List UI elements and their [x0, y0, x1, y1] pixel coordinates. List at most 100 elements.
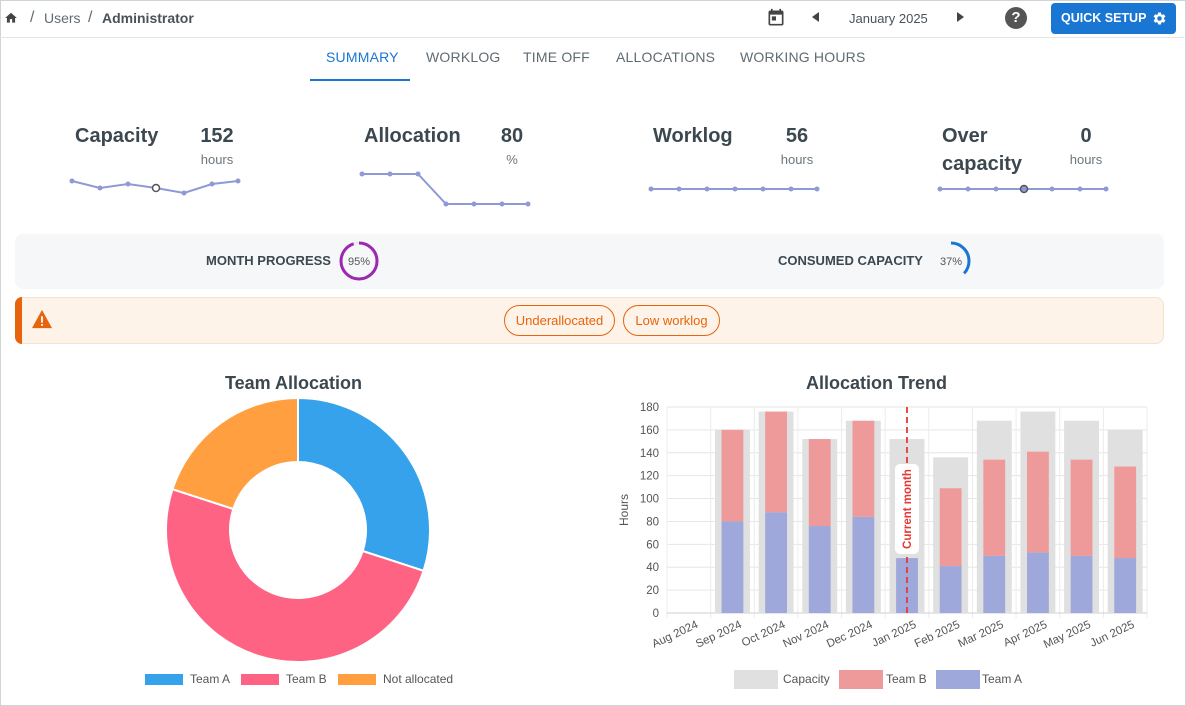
- previous-month-button[interactable]: [812, 12, 819, 22]
- capacity-sparkline: [69, 178, 241, 196]
- legend-swatch: [734, 670, 778, 689]
- bar-team-a: [721, 521, 744, 613]
- month-progress-value: 95%: [348, 256, 370, 268]
- bar-team-a: [1027, 552, 1049, 613]
- bar-team-a: [896, 558, 918, 613]
- allocation-value: 80: [500, 125, 524, 147]
- allocation-label: Allocation: [364, 125, 461, 147]
- capacity-value: 152: [200, 125, 234, 147]
- legend-label: Team A: [190, 672, 231, 686]
- tab-working-hours[interactable]: WORKING HOURS: [740, 49, 866, 65]
- consumed-capacity-label: CONSUMED CAPACITY: [778, 253, 923, 268]
- y-tick-label: 100: [640, 494, 659, 506]
- x-tick-label: Jan 2025: [870, 619, 918, 650]
- tab-summary[interactable]: SUMMARY: [326, 49, 399, 65]
- legend-label: Not allocated: [383, 672, 454, 686]
- bar-team-b: [852, 420, 875, 517]
- breadcrumb-current: Administrator: [102, 10, 194, 26]
- bar-team-b: [1114, 466, 1137, 559]
- y-tick-label: 80: [646, 516, 659, 528]
- bar-team-b: [721, 429, 744, 522]
- legend-label: Team A: [982, 672, 1023, 686]
- x-tick-label: Nov 2024: [781, 619, 831, 651]
- allocation-trend-title: Allocation Trend: [806, 373, 948, 393]
- bar-team-a: [765, 512, 787, 613]
- calendar-icon[interactable]: [766, 8, 786, 28]
- warning-panel: [15, 297, 1164, 344]
- tab-allocations[interactable]: ALLOCATIONS: [616, 49, 716, 65]
- consumed-capacity-value: 37%: [940, 256, 962, 268]
- x-tick-label: Feb 2025: [913, 619, 962, 650]
- y-tick-label: 160: [640, 425, 659, 437]
- y-tick-label: 180: [640, 402, 659, 414]
- donut-slice-team-b: [165, 487, 425, 663]
- bar-team-b: [1027, 451, 1049, 553]
- bar-team-a: [808, 526, 831, 613]
- bar-team-b: [939, 488, 962, 567]
- bar-team-a: [939, 566, 962, 613]
- allocation-sparkline: [359, 171, 531, 207]
- y-tick-label: 20: [646, 585, 659, 597]
- y-tick-label: 140: [640, 448, 659, 460]
- breadcrumb-separator: /: [30, 9, 35, 26]
- bar-team-a: [852, 516, 875, 613]
- active-tab-indicator: [310, 79, 410, 81]
- month-progress-ring: 95%: [339, 241, 379, 281]
- bar-team-a: [1114, 558, 1137, 613]
- donut-slice-team-a: [297, 396, 431, 573]
- overcapacity-value: 0: [1080, 125, 1092, 147]
- capacity-unit: hours: [200, 152, 234, 167]
- breadcrumb-users[interactable]: Users: [44, 10, 81, 26]
- tab-time-off[interactable]: TIME OFF: [523, 49, 590, 65]
- x-tick-label: Oct 2024: [740, 619, 788, 650]
- quick-setup-label: QUICK SETUP: [1061, 11, 1147, 25]
- x-tick-label: Jun 2025: [1088, 619, 1136, 650]
- worklog-unit: hours: [780, 152, 814, 167]
- worklog-sparkline: [648, 186, 820, 192]
- quick-setup-button[interactable]: QUICK SETUP: [1051, 3, 1176, 34]
- team-allocation-title: Team Allocation: [225, 373, 363, 393]
- y-tick-label: 120: [640, 471, 659, 483]
- x-tick-label: Aug 2024: [650, 619, 700, 651]
- tab-worklog[interactable]: WORKLOG: [426, 49, 501, 65]
- x-tick-label: May 2025: [1042, 619, 1093, 651]
- x-tick-label: Dec 2024: [825, 619, 875, 651]
- current-month-label: Current month: [902, 469, 914, 549]
- bar-team-b: [1070, 459, 1093, 556]
- team-allocation-donut: [165, 396, 431, 663]
- legend-label: Team B: [286, 672, 327, 686]
- legend-swatch: [338, 674, 376, 685]
- help-icon[interactable]: ?: [1005, 7, 1027, 29]
- progress-panel: [15, 234, 1164, 289]
- next-month-button[interactable]: [957, 12, 964, 22]
- breadcrumb-separator: /: [88, 9, 93, 26]
- y-tick-label: 60: [646, 539, 659, 551]
- x-tick-label: Mar 2025: [956, 619, 1005, 650]
- overcapacity-sparkline: [937, 184, 1109, 194]
- bar-team-b: [983, 459, 1006, 556]
- y-tick-label: 0: [653, 608, 659, 620]
- underallocated-chip[interactable]: Underallocated: [504, 305, 615, 336]
- overcapacity-label-line1: Over: [942, 125, 988, 147]
- y-tick-label: 40: [646, 562, 659, 574]
- overcapacity-label-line2: capacity: [942, 153, 1023, 175]
- legend-swatch: [145, 674, 183, 685]
- x-tick-label: Sep 2024: [694, 619, 744, 651]
- warning-icon: [32, 309, 52, 329]
- bar-team-a: [1070, 555, 1093, 613]
- allocation-unit: %: [506, 152, 518, 167]
- top-bar: [0, 0, 1186, 38]
- month-progress-label: MONTH PROGRESS: [206, 253, 331, 268]
- worklog-value: 56: [785, 125, 809, 147]
- gear-icon: [1153, 12, 1166, 25]
- donut-slice-not-allocated: [171, 396, 299, 511]
- low-worklog-chip[interactable]: Low worklog: [623, 305, 720, 336]
- legend-swatch: [241, 674, 279, 685]
- bar-team-b: [808, 439, 831, 527]
- overcapacity-unit: hours: [1069, 152, 1103, 167]
- worklog-label: Worklog: [653, 125, 733, 147]
- legend-label: Team B: [886, 672, 927, 686]
- home-icon[interactable]: [4, 11, 18, 25]
- month-label: January 2025: [849, 11, 928, 26]
- legend-swatch: [936, 670, 980, 689]
